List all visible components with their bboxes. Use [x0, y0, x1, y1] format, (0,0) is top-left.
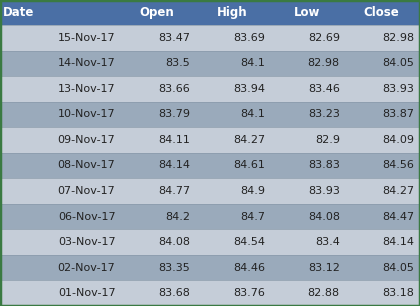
- Text: 02-Nov-17: 02-Nov-17: [58, 263, 116, 273]
- Text: 82.9: 82.9: [315, 135, 340, 145]
- Bar: [0, 204, 420, 230]
- Text: 10-Nov-17: 10-Nov-17: [58, 110, 116, 119]
- Text: 15-Nov-17: 15-Nov-17: [58, 33, 116, 43]
- Text: 84.7: 84.7: [240, 211, 265, 222]
- Bar: [0, 230, 420, 255]
- Text: 84.54: 84.54: [233, 237, 265, 247]
- Bar: [0, 281, 420, 306]
- Text: 84.61: 84.61: [233, 161, 265, 170]
- Text: 13-Nov-17: 13-Nov-17: [58, 84, 116, 94]
- Text: 03-Nov-17: 03-Nov-17: [58, 237, 116, 247]
- Text: 83.69: 83.69: [233, 33, 265, 43]
- Text: 14-Nov-17: 14-Nov-17: [58, 58, 116, 68]
- Bar: [0, 50, 420, 76]
- Text: 84.09: 84.09: [383, 135, 415, 145]
- Text: 82.88: 82.88: [308, 288, 340, 298]
- Bar: [0, 0, 420, 25]
- Text: 84.05: 84.05: [383, 263, 415, 273]
- Text: 83.4: 83.4: [315, 237, 340, 247]
- Text: 08-Nov-17: 08-Nov-17: [58, 161, 116, 170]
- Text: 83.83: 83.83: [308, 161, 340, 170]
- Text: 84.1: 84.1: [240, 110, 265, 119]
- Text: 83.5: 83.5: [165, 58, 190, 68]
- Text: 84.05: 84.05: [383, 58, 415, 68]
- Text: 84.56: 84.56: [383, 161, 415, 170]
- Text: 83.68: 83.68: [158, 288, 190, 298]
- Text: 09-Nov-17: 09-Nov-17: [58, 135, 116, 145]
- Text: 84.27: 84.27: [233, 135, 265, 145]
- Text: Open: Open: [140, 6, 174, 19]
- Text: 84.08: 84.08: [158, 237, 190, 247]
- Text: 83.18: 83.18: [383, 288, 415, 298]
- Text: 84.46: 84.46: [233, 263, 265, 273]
- Text: 82.98: 82.98: [383, 33, 415, 43]
- Text: 82.98: 82.98: [308, 58, 340, 68]
- Text: 82.69: 82.69: [308, 33, 340, 43]
- Text: 84.9: 84.9: [240, 186, 265, 196]
- Text: 83.87: 83.87: [383, 110, 415, 119]
- Text: 83.46: 83.46: [308, 84, 340, 94]
- Text: 83.94: 83.94: [233, 84, 265, 94]
- Text: 83.79: 83.79: [158, 110, 190, 119]
- Text: 84.2: 84.2: [165, 211, 190, 222]
- Bar: [0, 178, 420, 204]
- Text: 84.27: 84.27: [383, 186, 415, 196]
- Text: 84.11: 84.11: [158, 135, 190, 145]
- Text: 83.23: 83.23: [308, 110, 340, 119]
- Text: 84.47: 84.47: [383, 211, 415, 222]
- Text: Low: Low: [294, 6, 320, 19]
- Text: 07-Nov-17: 07-Nov-17: [58, 186, 116, 196]
- Bar: [0, 102, 420, 127]
- Bar: [0, 25, 420, 50]
- Text: 84.08: 84.08: [308, 211, 340, 222]
- Bar: [0, 255, 420, 281]
- Text: 84.77: 84.77: [158, 186, 190, 196]
- Text: 83.76: 83.76: [233, 288, 265, 298]
- Text: High: High: [217, 6, 247, 19]
- Text: Close: Close: [363, 6, 399, 19]
- Text: 83.66: 83.66: [158, 84, 190, 94]
- Text: 83.93: 83.93: [383, 84, 415, 94]
- Text: 83.47: 83.47: [158, 33, 190, 43]
- Text: 83.93: 83.93: [308, 186, 340, 196]
- Text: 84.14: 84.14: [383, 237, 415, 247]
- Text: 01-Nov-17: 01-Nov-17: [58, 288, 116, 298]
- Text: 84.1: 84.1: [240, 58, 265, 68]
- Text: 83.12: 83.12: [308, 263, 340, 273]
- Text: 06-Nov-17: 06-Nov-17: [58, 211, 116, 222]
- Bar: [0, 127, 420, 153]
- Text: Date: Date: [3, 6, 35, 19]
- Bar: [0, 153, 420, 178]
- Text: 83.35: 83.35: [158, 263, 190, 273]
- Bar: [0, 76, 420, 102]
- Text: 84.14: 84.14: [158, 161, 190, 170]
